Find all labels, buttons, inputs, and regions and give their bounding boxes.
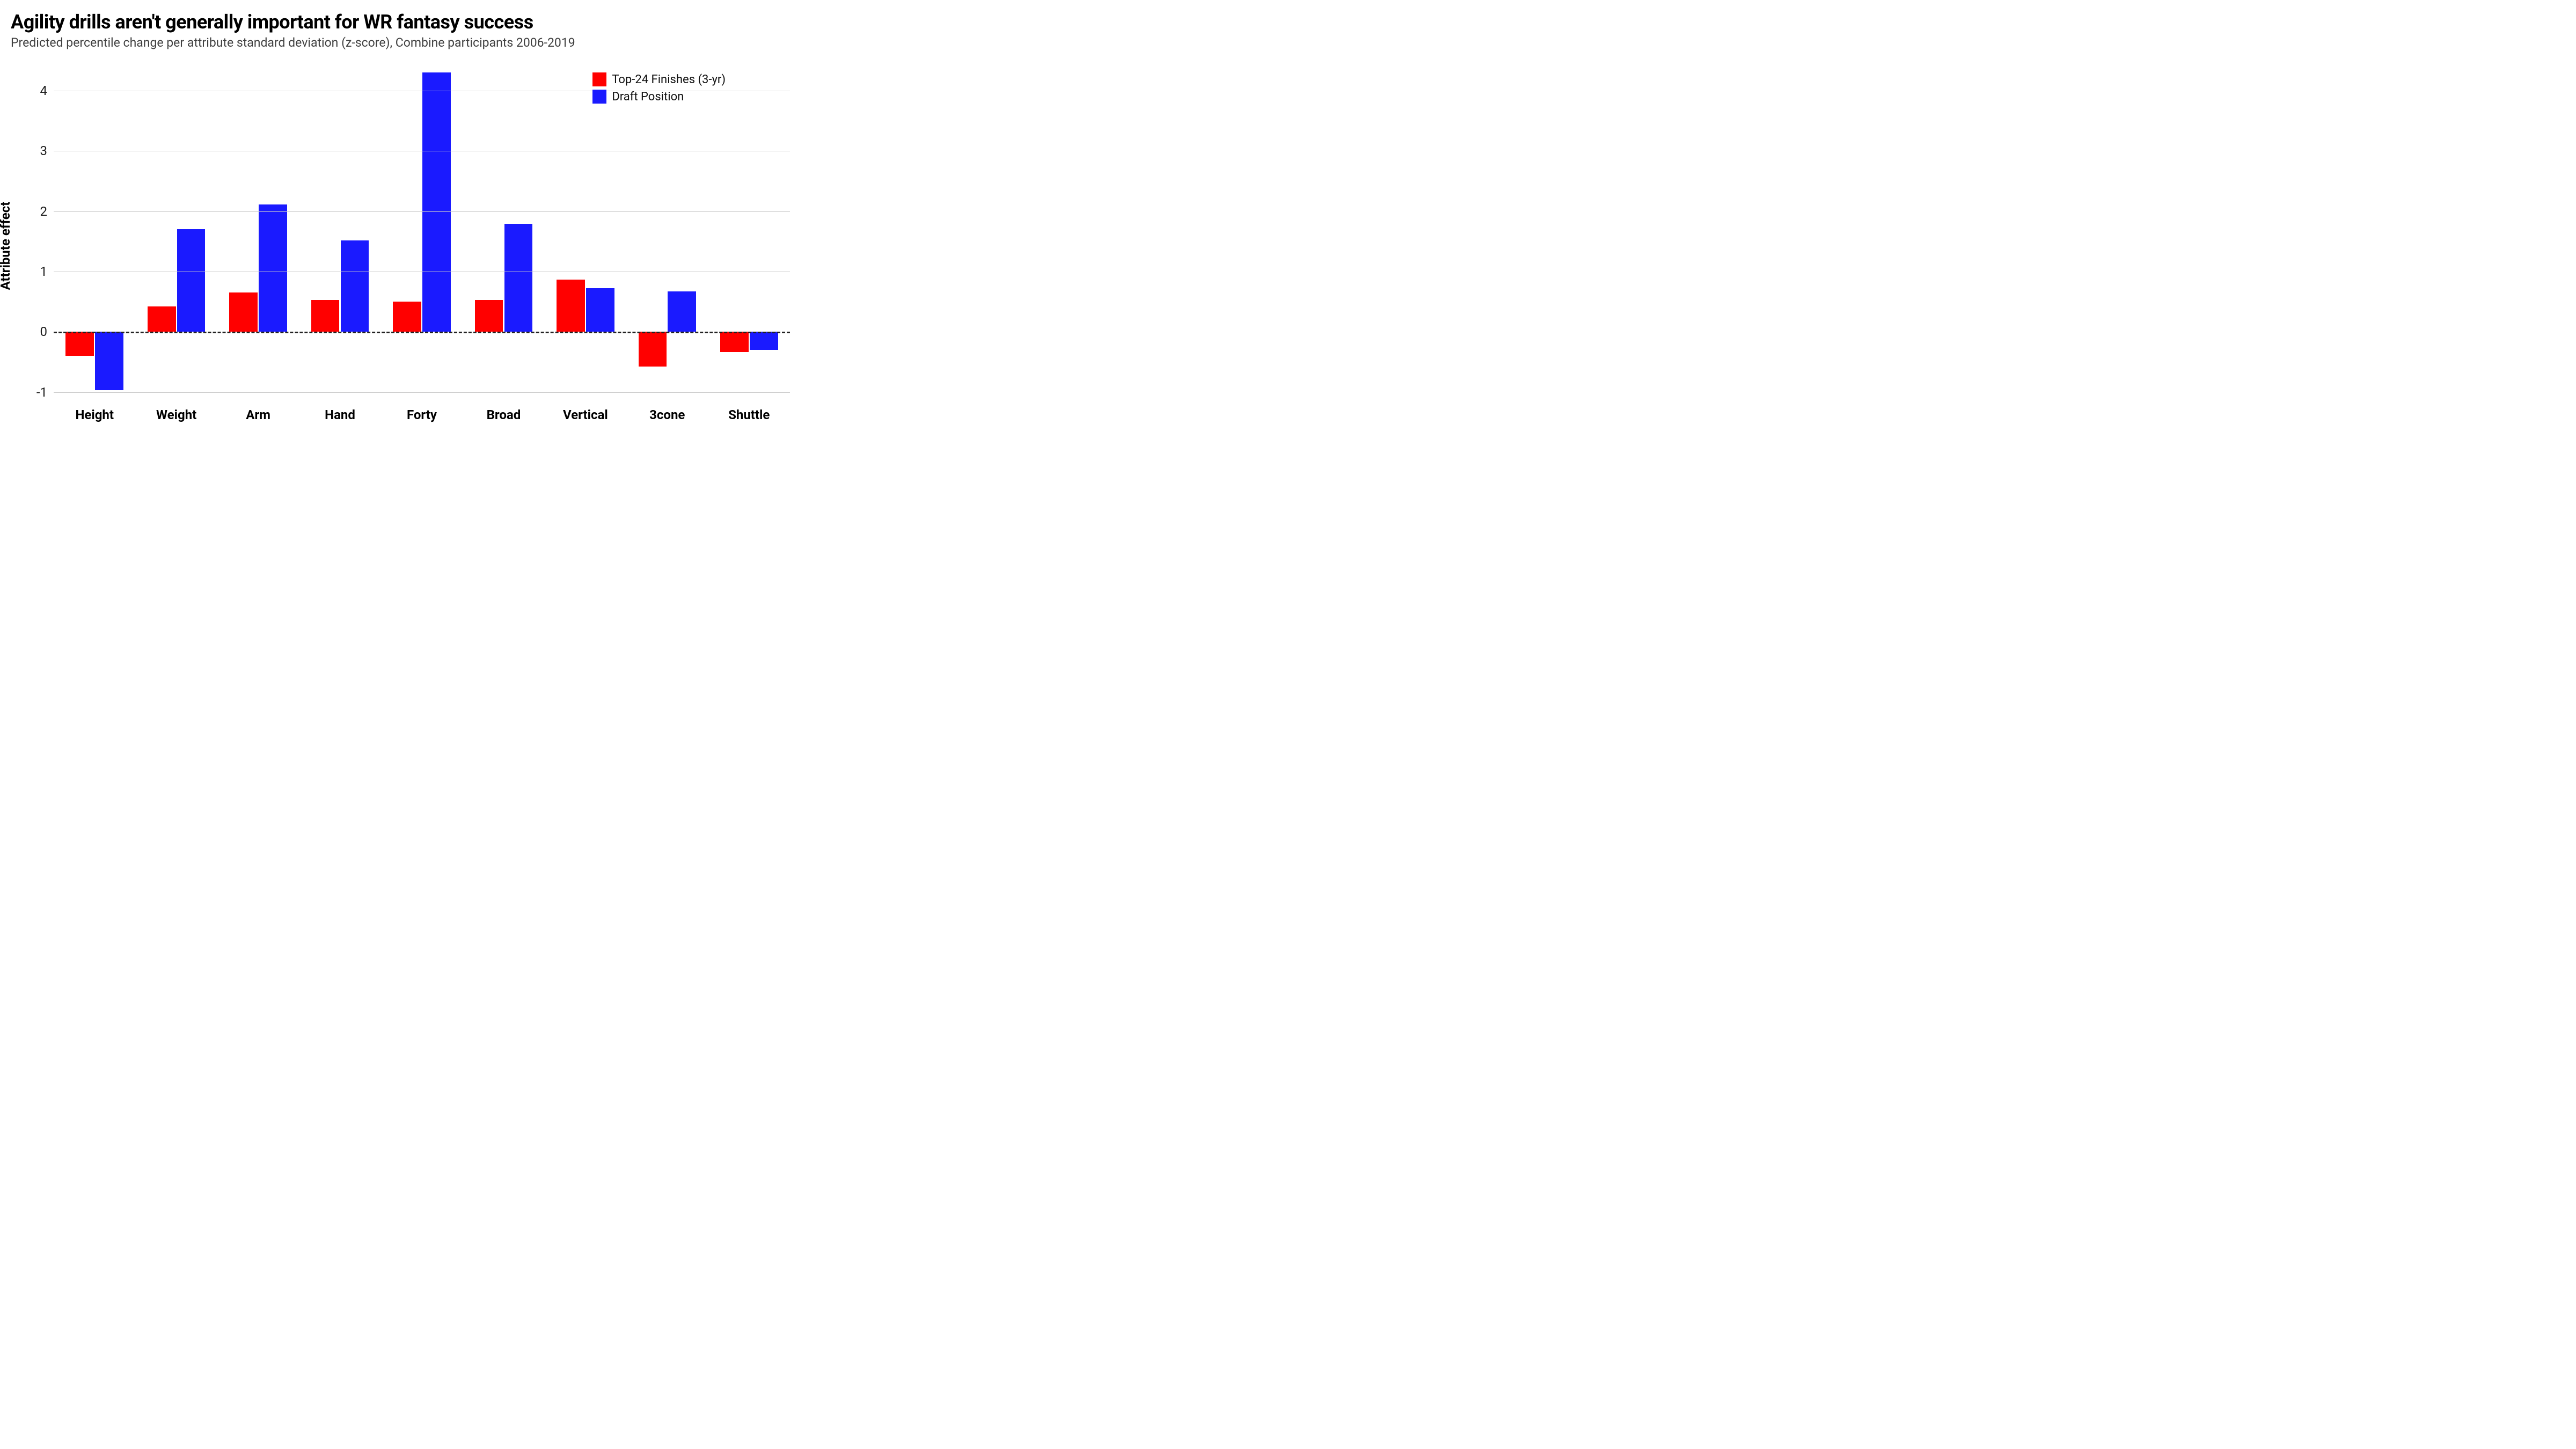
bar-slot <box>667 61 697 404</box>
bar <box>720 332 749 352</box>
bar <box>639 332 667 367</box>
bar-pair <box>556 61 615 404</box>
x-tick-label: Arm <box>217 404 299 431</box>
x-tick-label: Shuttle <box>708 404 790 431</box>
bar <box>586 288 614 332</box>
y-tick-label: 4 <box>40 83 54 98</box>
bar <box>259 204 287 332</box>
bar-slot <box>177 61 206 404</box>
bar <box>422 72 451 332</box>
bar-pair <box>229 61 288 404</box>
bar-slot <box>65 61 94 404</box>
bar-slot <box>311 61 340 404</box>
legend-label: Draft Position <box>612 90 684 104</box>
bar <box>393 302 421 332</box>
bar <box>668 291 696 332</box>
bar-slot <box>392 61 422 404</box>
y-tick-label: 2 <box>40 204 54 219</box>
legend-swatch <box>592 72 606 86</box>
bar-slot <box>229 61 258 404</box>
legend-item: Top-24 Finishes (3-yr) <box>592 72 726 86</box>
bar <box>95 332 123 390</box>
bar-slot <box>94 61 124 404</box>
bar-slot <box>749 61 779 404</box>
category-group <box>135 61 217 404</box>
bar-slot <box>474 61 504 404</box>
bar-pair <box>474 61 533 404</box>
bar <box>341 240 369 332</box>
x-tick-label: Height <box>54 404 135 431</box>
bar-slot <box>556 61 586 404</box>
bar <box>177 229 206 332</box>
category-group <box>299 61 380 404</box>
y-tick-label: -1 <box>36 385 54 400</box>
bar-slot <box>422 61 451 404</box>
chart-container: Agility drills aren't generally importan… <box>0 0 805 453</box>
zero-line <box>54 332 790 333</box>
bar-pair <box>147 61 206 404</box>
legend: Top-24 Finishes (3-yr) Draft Position <box>592 72 726 104</box>
y-tick-label: 1 <box>40 264 54 279</box>
x-tick-label: Vertical <box>545 404 626 431</box>
bar-slot <box>340 61 370 404</box>
y-axis-label: Attribute effect <box>0 202 13 290</box>
category-group <box>708 61 790 404</box>
bar <box>65 332 94 356</box>
legend-item: Draft Position <box>592 90 726 104</box>
bar-slot <box>720 61 749 404</box>
bar-slot <box>503 61 533 404</box>
bar <box>311 300 340 332</box>
category-group <box>54 61 135 404</box>
bar-slot <box>258 61 288 404</box>
category-group <box>217 61 299 404</box>
y-tick-label: 0 <box>40 324 54 339</box>
bar-pair <box>311 61 370 404</box>
x-tick-label: Forty <box>381 404 463 431</box>
chart-title: Agility drills aren't generally importan… <box>11 11 790 33</box>
category-group <box>381 61 463 404</box>
bar <box>229 292 258 332</box>
legend-swatch <box>592 90 606 104</box>
chart-subtitle: Predicted percentile change per attribut… <box>11 35 790 50</box>
category-group <box>545 61 626 404</box>
bar-slot <box>638 61 667 404</box>
y-tick-label: 3 <box>40 143 54 158</box>
x-axis: HeightWeightArmHandFortyBroadVertical3co… <box>54 404 790 431</box>
bar <box>750 332 778 350</box>
bar-pair <box>65 61 124 404</box>
bar-slot <box>147 61 177 404</box>
bar-pair <box>720 61 779 404</box>
x-tick-label: 3cone <box>626 404 708 431</box>
bar-pair <box>638 61 697 404</box>
x-tick-label: Broad <box>463 404 544 431</box>
x-tick-label: Weight <box>135 404 217 431</box>
plot-area: Top-24 Finishes (3-yr)Draft Position -10… <box>54 61 790 404</box>
bar <box>557 280 585 332</box>
bars-layer <box>54 61 790 404</box>
grid-line <box>54 392 790 393</box>
bar <box>475 300 503 332</box>
bar <box>504 224 533 332</box>
x-tick-label: Hand <box>299 404 380 431</box>
bar-slot <box>586 61 615 404</box>
legend-label: Top-24 Finishes (3-yr) <box>612 73 726 86</box>
bar <box>148 306 176 332</box>
category-group <box>463 61 544 404</box>
grid-line <box>54 211 790 212</box>
bar-pair <box>392 61 451 404</box>
category-group <box>626 61 708 404</box>
plot-frame: Attribute effect Top-24 Finishes (3-yr)D… <box>11 61 790 431</box>
